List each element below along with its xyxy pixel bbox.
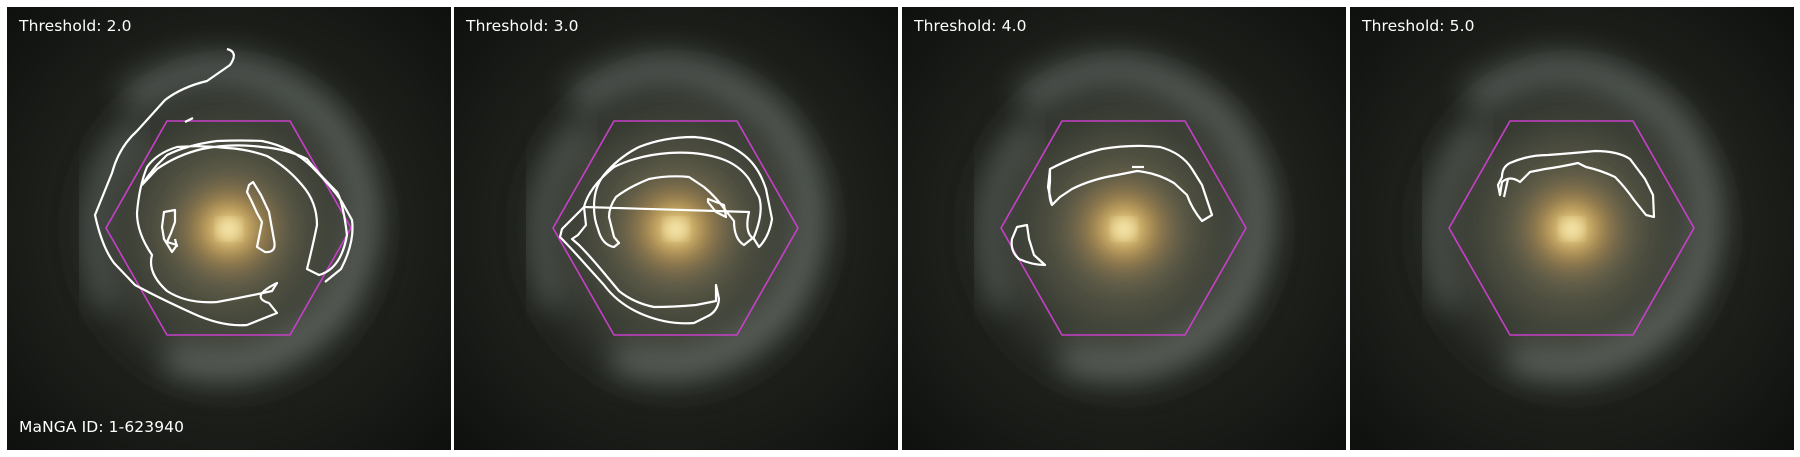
panel-threshold-4: Threshold: 4.0	[902, 7, 1346, 450]
galaxy-image	[7, 7, 451, 450]
galaxy-image	[454, 7, 898, 450]
ifu-hexagon	[105, 120, 352, 336]
contour-lines	[1010, 144, 1214, 267]
contour-lines	[558, 135, 774, 325]
panel-threshold-5: Threshold: 5.0	[1350, 7, 1794, 450]
ifu-hexagon	[1000, 120, 1247, 336]
threshold-label: Threshold: 3.0	[466, 17, 579, 35]
galaxy-image	[1350, 7, 1794, 450]
contour-lines	[93, 47, 354, 327]
panel-threshold-3: Threshold: 3.0	[454, 7, 898, 450]
ifu-hexagon	[1448, 120, 1695, 336]
manga-id-label: MaNGA ID: 1-623940	[19, 418, 185, 436]
contour-lines	[1496, 149, 1656, 219]
threshold-label: Threshold: 4.0	[914, 17, 1027, 35]
ifu-hexagon	[552, 120, 799, 336]
galaxy-image	[902, 7, 1346, 450]
panel-threshold-2: Threshold: 2.0 MaNGA ID: 1-623940	[7, 7, 451, 450]
threshold-label: Threshold: 5.0	[1362, 17, 1475, 35]
threshold-label: Threshold: 2.0	[19, 17, 132, 35]
